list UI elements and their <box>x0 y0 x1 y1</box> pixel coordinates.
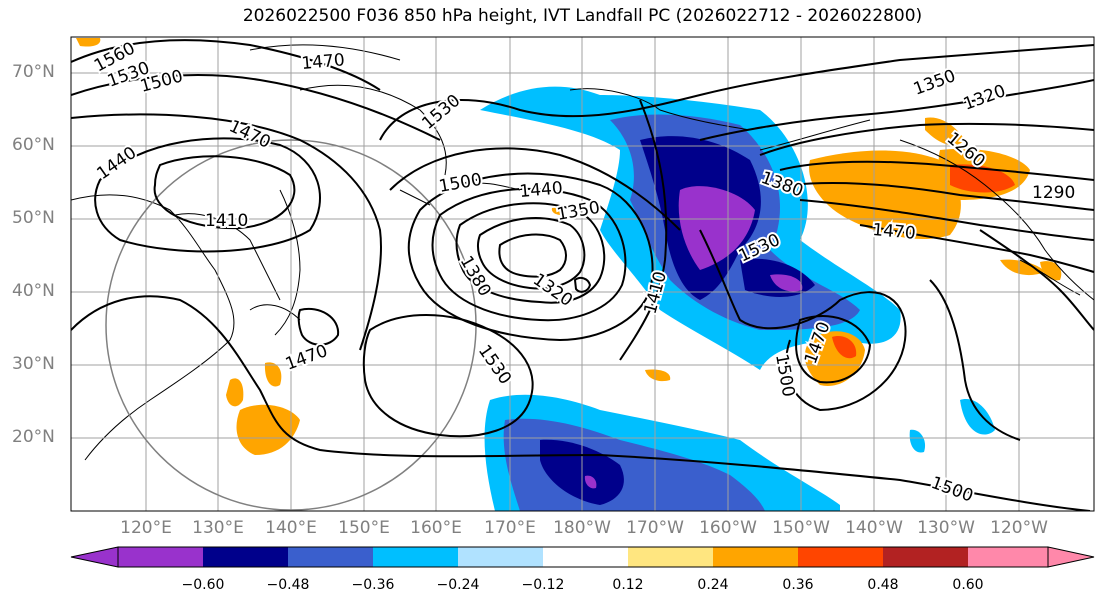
colorbar-tick-label: 0.24 <box>697 577 729 593</box>
map-frame <box>70 36 1095 512</box>
ivt-positive-region <box>76 38 101 47</box>
ivt-positive-region <box>551 207 563 215</box>
colorbar-segment <box>458 547 543 567</box>
ivt-positive-region <box>1040 261 1062 281</box>
colorbar-segment <box>373 547 458 567</box>
lon-label: 130°W <box>917 518 975 538</box>
colorbar-frame <box>117 546 1049 568</box>
colorbar-tick-label: 0.36 <box>782 577 814 593</box>
map-title: 2026022500 F036 850 hPa height, IVT Land… <box>242 6 923 26</box>
colorbar-tick-label: −0.12 <box>521 577 565 593</box>
colorbar-segment <box>883 547 968 567</box>
colorbar-tick-label: −0.24 <box>436 577 480 593</box>
ivt-shading <box>76 38 1062 511</box>
colorbar-tick-label: −0.48 <box>266 577 310 593</box>
lon-label: 120°W <box>990 518 1048 538</box>
ivt-positive-region <box>264 362 282 387</box>
colorbar-tick-label: 0.60 <box>952 577 984 593</box>
colorbar-tick-label: 0.12 <box>612 577 644 593</box>
colorbar-extend-right <box>1047 546 1095 568</box>
ivt-region <box>909 429 926 453</box>
lat-label: 20°N <box>12 427 55 447</box>
contour-label: 1290 <box>1032 183 1075 203</box>
contour-label: 1440 <box>519 178 564 202</box>
lat-label: 40°N <box>12 281 55 301</box>
colorbar-segment <box>798 547 883 567</box>
ivt-positive-region <box>226 378 244 407</box>
ivt-region <box>770 274 803 292</box>
ivt-positive-region <box>1000 259 1045 276</box>
colorbar-segment <box>968 547 1048 567</box>
ivt-positive-region <box>809 150 961 240</box>
height-contours <box>71 39 1094 511</box>
lat-label: 70°N <box>12 62 55 82</box>
lon-label: 130°E <box>192 518 244 538</box>
lon-label: 160°W <box>699 518 757 538</box>
colorbar-tick-label: −0.60 <box>181 577 225 593</box>
graticule <box>71 37 1094 511</box>
lon-label: 140°W <box>845 518 903 538</box>
lon-label: 120°E <box>120 518 172 538</box>
ivt-region <box>770 484 799 511</box>
ivt-region <box>678 186 755 270</box>
ivt-region <box>960 399 995 435</box>
lon-label: 170°E <box>484 518 536 538</box>
lon-label: 150°E <box>338 518 390 538</box>
coastlines <box>71 44 1094 461</box>
colorbar-segment <box>118 547 203 567</box>
colorbar <box>70 546 1095 568</box>
lat-label: 60°N <box>12 135 55 155</box>
lat-label: 30°N <box>12 354 55 374</box>
colorbar-segment <box>713 547 798 567</box>
ivt-positive-region <box>645 369 671 382</box>
colorbar-segment <box>288 547 373 567</box>
colorbar-tick-label: 0.48 <box>867 577 899 593</box>
colorbar-segment <box>628 547 713 567</box>
colorbar-segment <box>203 547 288 567</box>
lon-label: 150°W <box>772 518 830 538</box>
lon-label: 170°W <box>626 518 684 538</box>
colorbar-tick-label: −0.36 <box>351 577 395 593</box>
ivt-region <box>584 475 597 489</box>
lon-label: 180°W <box>553 518 611 538</box>
contour-label: 1470 <box>872 220 917 244</box>
ivt-positive-region <box>236 404 300 455</box>
lon-label: 160°E <box>410 518 462 538</box>
colorbar-segment <box>543 547 628 567</box>
contour-label: 1410 <box>205 211 248 231</box>
ivt-region <box>832 336 857 359</box>
lon-label: 140°E <box>265 518 317 538</box>
contour-label: 1470 <box>301 50 346 74</box>
colorbar-extend-left <box>70 546 119 568</box>
lat-label: 50°N <box>12 208 55 228</box>
